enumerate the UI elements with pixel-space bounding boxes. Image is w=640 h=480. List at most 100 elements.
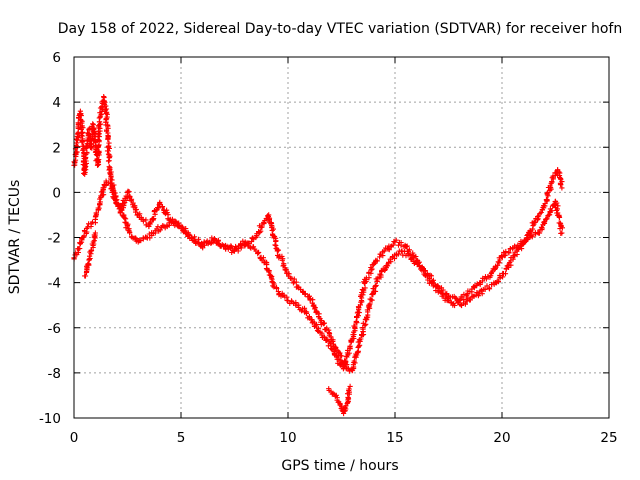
data-point-interp [557, 226, 563, 232]
data-point-interp [357, 302, 363, 308]
grid-lines [74, 57, 609, 418]
data-point-interp [550, 176, 556, 182]
data-point-interp [260, 255, 266, 261]
data-point-interp [304, 309, 310, 315]
data-point-interp [105, 158, 112, 164]
data-point-interp [273, 285, 279, 291]
data-point-interp [410, 250, 416, 256]
data-point-interp [522, 238, 528, 244]
data-point-interp [127, 193, 133, 199]
data-point-interp [494, 278, 500, 284]
data-point-interp [272, 242, 278, 248]
data-point-interp [379, 269, 385, 275]
data-point-interp [405, 252, 411, 258]
data-point-interp [99, 105, 105, 111]
data-point-interp [112, 190, 118, 196]
data-point-interp [448, 300, 454, 306]
data-point-interp [88, 247, 94, 253]
data-point-interp [337, 402, 343, 408]
data-point-interp [548, 208, 555, 214]
data-point-interp [536, 230, 543, 236]
data-point-interp [98, 195, 104, 201]
y-tick-label: 4 [52, 95, 61, 111]
data-point-interp [474, 281, 480, 287]
data-point-interp [467, 297, 473, 303]
data-point-interp [557, 175, 564, 182]
data-point-interp [339, 353, 345, 359]
data-point-interp [117, 203, 123, 209]
data-point-interp [345, 365, 351, 371]
y-tick-label: 2 [52, 140, 61, 156]
y-axis-label: SDTVAR / TECUs [7, 180, 23, 295]
chart-title: Day 158 of 2022, Sidereal Day-to-day VTE… [58, 21, 622, 37]
data-point-interp [503, 248, 509, 255]
data-point-interp [527, 229, 533, 235]
data-point-interp [185, 230, 191, 236]
data-point-interp [245, 241, 251, 247]
data-point-interp [111, 182, 117, 188]
data-point-interp [240, 238, 246, 244]
data-point-interp [85, 261, 91, 267]
data-point-interp [380, 249, 386, 255]
data-point-interp [271, 281, 277, 287]
x-tick-label: 10 [279, 430, 296, 446]
data-point-interp [109, 177, 115, 183]
data-point-interp [362, 322, 368, 328]
data-point-interp [121, 212, 127, 218]
data-point-interp [541, 219, 547, 225]
data-point-interp [93, 211, 99, 217]
data-point-interp [252, 246, 258, 252]
data-point-interp [368, 297, 374, 303]
data-point-interp [409, 255, 415, 261]
x-tick-label: 25 [600, 430, 617, 446]
data-point-interp [82, 162, 88, 168]
data-point-interp [348, 338, 355, 344]
data-point-interp [544, 216, 550, 222]
data-point-interp [95, 143, 102, 149]
data-point-interp [360, 326, 366, 332]
data-point-interp [348, 337, 354, 343]
data-point-interp [191, 237, 197, 243]
data-point-interp [357, 338, 363, 344]
data-point-interp [127, 229, 133, 235]
data-point-interp [98, 111, 104, 117]
data-point-interp [326, 331, 333, 337]
data-point-interp [556, 214, 563, 220]
data-point-interp [110, 185, 116, 191]
data-point-interp [84, 229, 90, 235]
data-point-interp [374, 258, 380, 264]
data-point-interp [92, 220, 98, 226]
data-point-interp [416, 264, 422, 270]
data-point-interp [132, 203, 138, 209]
data-point-interp [221, 243, 227, 249]
data-point-interp [79, 139, 85, 145]
data-point-interp [77, 241, 83, 247]
data-point-interp [84, 149, 90, 155]
data-point-interp [273, 238, 279, 244]
data-point-interp [321, 320, 327, 326]
data-point-interp [77, 245, 83, 252]
data-point-interp [547, 183, 553, 189]
data-point-interp [531, 219, 537, 225]
data-point-interp [403, 244, 410, 250]
data-point-interp [202, 242, 208, 248]
data-point-interp [496, 260, 502, 266]
data-point-interp [228, 245, 234, 251]
data-point-interp [101, 192, 107, 198]
data-point-interp [374, 278, 380, 284]
data-point-interp [95, 207, 102, 213]
data-point-interp [502, 271, 509, 277]
data-point-interp [507, 246, 513, 252]
data-point-interp [186, 232, 192, 238]
data-point-interp [143, 222, 149, 228]
data-point-interp [104, 111, 110, 117]
data-point-interp [541, 203, 548, 209]
data-point-interp [302, 291, 308, 297]
data-point-interp [208, 240, 214, 246]
data-point-interp [352, 323, 358, 329]
data-point-interp [248, 239, 254, 245]
y-tick-label: -6 [48, 321, 61, 337]
data-point-interp [462, 301, 468, 307]
data-point-interp [506, 249, 512, 255]
data-point-interp [90, 121, 96, 127]
